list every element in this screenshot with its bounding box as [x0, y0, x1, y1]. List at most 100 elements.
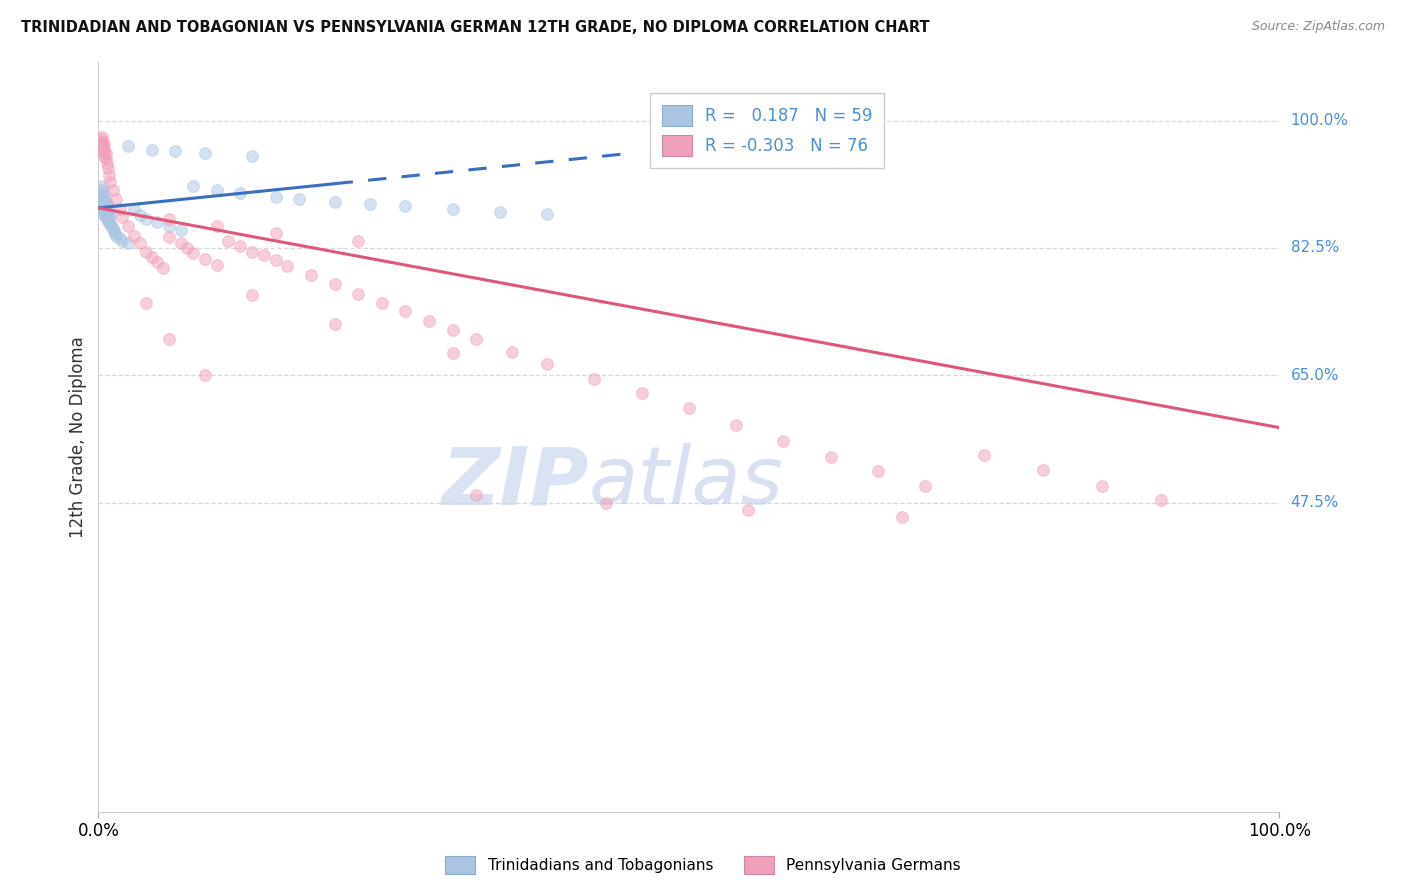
Point — [157, 211, 180, 226]
Point — [117, 235, 139, 250]
Point — [264, 227, 287, 241]
Point — [89, 195, 111, 210]
Point — [91, 136, 114, 150]
Point — [93, 202, 115, 217]
Point — [973, 448, 995, 462]
Point — [94, 145, 117, 160]
Point — [217, 234, 239, 248]
Point — [94, 194, 117, 208]
Point — [394, 199, 416, 213]
Point — [111, 234, 134, 248]
Point — [98, 168, 121, 182]
Text: Source: ZipAtlas.com: Source: ZipAtlas.com — [1251, 20, 1385, 33]
Point — [141, 251, 163, 265]
Point — [93, 136, 115, 151]
Point — [323, 318, 346, 332]
Text: atlas: atlas — [589, 443, 783, 521]
Point — [93, 143, 115, 157]
Point — [630, 386, 652, 401]
Point — [465, 332, 488, 346]
Point — [91, 139, 114, 153]
Text: 47.5%: 47.5% — [1291, 495, 1339, 510]
Point — [98, 210, 121, 224]
Point — [536, 207, 558, 221]
Point — [890, 510, 912, 524]
Point — [489, 204, 512, 219]
Point — [90, 183, 112, 197]
Point — [205, 183, 228, 197]
Point — [91, 179, 114, 194]
Y-axis label: 12th Grade, No Diploma: 12th Grade, No Diploma — [69, 336, 87, 538]
Point — [1032, 463, 1054, 477]
Point — [152, 260, 174, 275]
Point — [240, 288, 263, 302]
Point — [276, 259, 298, 273]
Point — [90, 190, 112, 204]
Point — [157, 332, 180, 346]
Point — [91, 199, 114, 213]
Point — [135, 211, 157, 226]
Point — [157, 230, 180, 244]
Point — [866, 464, 889, 478]
Point — [441, 202, 464, 217]
Point — [820, 450, 842, 464]
Point — [371, 295, 394, 310]
Point — [347, 234, 370, 248]
Point — [97, 207, 120, 221]
Point — [105, 192, 128, 206]
Text: 82.5%: 82.5% — [1291, 241, 1339, 255]
Point — [94, 210, 117, 224]
Point — [1150, 493, 1173, 508]
Point — [170, 223, 193, 237]
Point — [146, 255, 169, 269]
Point — [181, 179, 204, 194]
Point — [90, 132, 112, 146]
Legend: Trinidadians and Tobagonians, Pennsylvania Germans: Trinidadians and Tobagonians, Pennsylvan… — [439, 850, 967, 880]
Point — [194, 368, 217, 383]
Point — [288, 192, 311, 206]
Point — [91, 144, 114, 158]
Point — [157, 219, 180, 233]
Point — [536, 357, 558, 371]
Point — [205, 219, 228, 233]
Point — [90, 199, 112, 213]
Point — [91, 204, 114, 219]
Point — [772, 434, 794, 448]
Point — [89, 186, 111, 201]
Point — [97, 161, 120, 175]
Point — [117, 139, 139, 153]
Point — [93, 208, 115, 222]
Point — [253, 248, 276, 262]
Point — [91, 187, 114, 202]
Point — [1091, 479, 1114, 493]
Point — [91, 202, 114, 217]
Point — [93, 148, 115, 162]
Point — [90, 136, 112, 151]
Point — [111, 210, 134, 224]
Point — [101, 183, 124, 197]
Point — [240, 244, 263, 259]
Point — [91, 129, 114, 144]
Point — [101, 221, 124, 235]
Point — [94, 202, 117, 217]
Point — [128, 208, 150, 222]
Point — [595, 495, 617, 509]
Point — [240, 148, 263, 162]
Point — [135, 295, 157, 310]
Point — [104, 227, 127, 241]
Point — [176, 241, 198, 255]
Point — [141, 143, 163, 157]
Point — [103, 224, 125, 238]
Point — [135, 244, 157, 259]
Text: TRINIDADIAN AND TOBAGONIAN VS PENNSYLVANIA GERMAN 12TH GRADE, NO DIPLOMA CORRELA: TRINIDADIAN AND TOBAGONIAN VS PENNSYLVAN… — [21, 20, 929, 35]
Point — [93, 186, 115, 201]
Point — [146, 215, 169, 229]
Point — [108, 202, 131, 217]
Point — [229, 186, 252, 201]
Point — [96, 211, 118, 226]
Point — [117, 219, 139, 233]
Point — [501, 345, 523, 359]
Point — [465, 488, 488, 502]
Point — [678, 401, 700, 415]
Point — [264, 190, 287, 204]
